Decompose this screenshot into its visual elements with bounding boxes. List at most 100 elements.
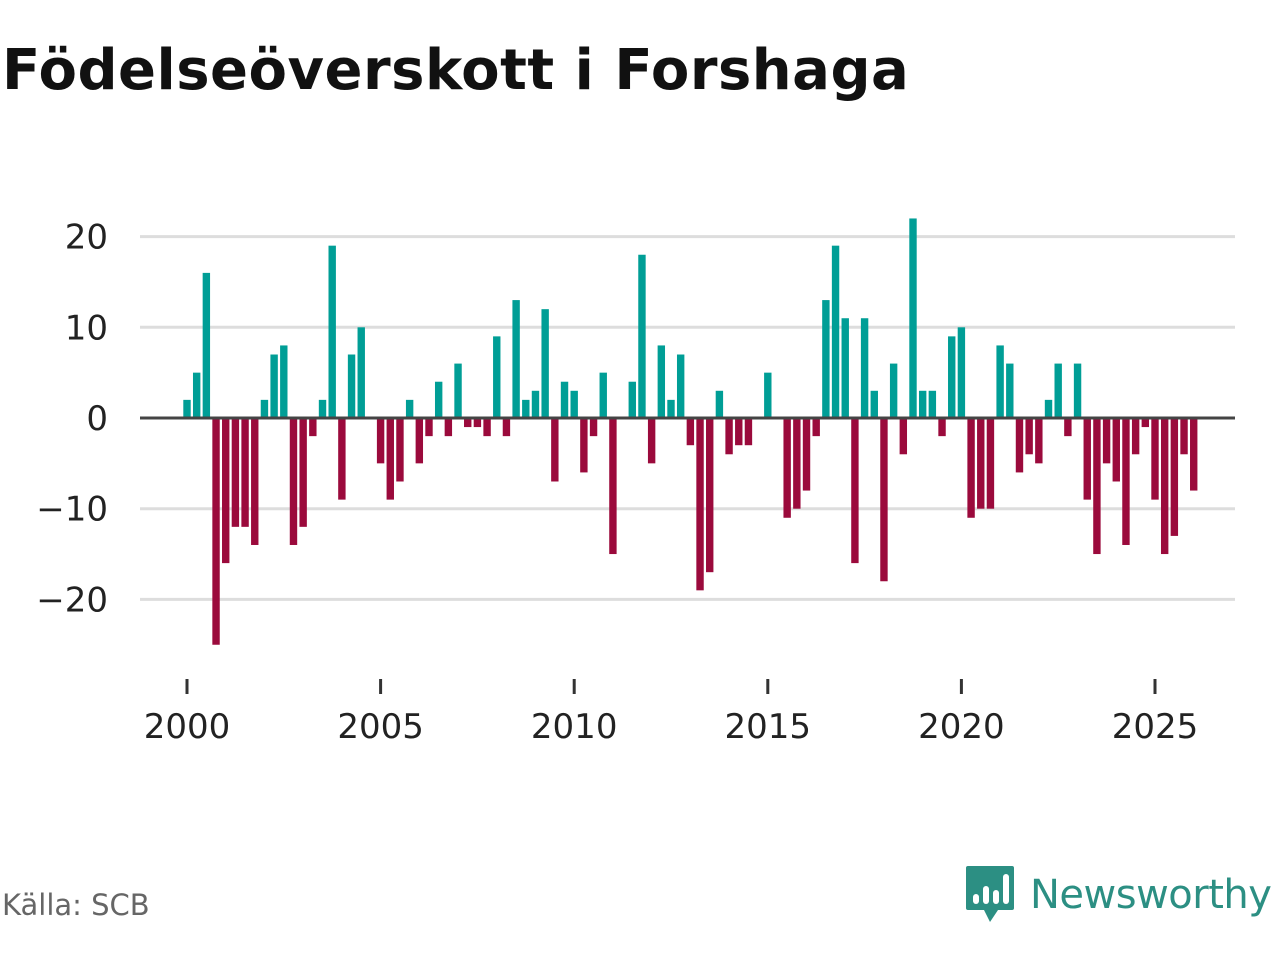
bar <box>270 354 278 418</box>
bar <box>396 418 404 482</box>
bar <box>783 418 791 518</box>
x-tick-label: 2000 <box>144 707 231 747</box>
bar <box>599 372 607 418</box>
bar <box>628 381 636 418</box>
bar <box>570 390 578 418</box>
bar <box>706 418 714 573</box>
bar <box>764 372 772 418</box>
x-tick-label: 2010 <box>531 707 618 747</box>
bar <box>1131 418 1140 455</box>
bar <box>918 390 927 418</box>
bars <box>183 218 1198 645</box>
bar <box>309 418 317 437</box>
brand-logo[interactable]: Newsworthy <box>964 862 1272 928</box>
brand-name: Newsworthy <box>1030 872 1272 918</box>
bar <box>434 381 443 418</box>
bar <box>415 418 424 464</box>
bar <box>686 418 695 446</box>
bar <box>657 345 666 418</box>
bar <box>967 418 975 518</box>
bar <box>1035 418 1043 464</box>
bar <box>841 318 849 418</box>
bar <box>1093 418 1101 555</box>
bar <box>909 218 917 418</box>
bar <box>541 309 549 418</box>
bar <box>880 418 888 582</box>
x-tick-label: 2005 <box>337 707 424 747</box>
bar <box>996 345 1004 418</box>
x-tick-label: 2020 <box>918 707 1005 747</box>
bar <box>977 418 985 509</box>
y-tick-label: 10 <box>65 308 108 348</box>
bar <box>318 399 327 418</box>
bar <box>1015 418 1024 473</box>
bar <box>948 336 956 418</box>
bar <box>454 363 462 418</box>
bar <box>522 399 530 418</box>
bar <box>831 245 840 418</box>
bar <box>531 390 540 418</box>
bar <box>212 418 220 645</box>
bar <box>860 318 869 418</box>
bar <box>1064 418 1072 437</box>
bar <box>1112 418 1120 482</box>
bar <box>1006 363 1014 418</box>
bar <box>192 372 201 418</box>
gridlines <box>140 235 1235 601</box>
bar <box>1160 418 1169 555</box>
bar <box>183 399 191 418</box>
bar <box>405 399 414 418</box>
bar <box>376 418 385 464</box>
bar <box>338 418 346 500</box>
bar <box>1044 399 1053 418</box>
bar <box>589 418 598 437</box>
bar <box>202 272 211 418</box>
y-tick-label: 20 <box>65 218 108 258</box>
bar <box>735 418 743 446</box>
bar <box>1102 418 1111 464</box>
bar <box>822 300 830 418</box>
bar <box>386 418 394 500</box>
bar <box>725 418 733 455</box>
bar <box>1180 418 1188 455</box>
bar <box>502 418 511 437</box>
bar <box>802 418 811 491</box>
bar <box>299 418 307 527</box>
bar <box>647 418 656 464</box>
source-label: Källa: SCB <box>2 888 150 922</box>
bar <box>222 418 230 564</box>
x-tick-label: 2025 <box>1112 707 1199 747</box>
axes <box>140 416 1235 694</box>
bar <box>483 418 491 437</box>
y-tick-label: −20 <box>36 580 108 620</box>
bar <box>793 418 801 509</box>
bar <box>1141 418 1150 428</box>
bar <box>347 354 356 418</box>
bar <box>1190 418 1198 491</box>
newsworthy-chart-bubble-icon <box>966 866 1014 922</box>
bar <box>231 418 240 527</box>
bar <box>1083 418 1091 500</box>
bar <box>812 418 820 437</box>
bar <box>425 418 433 437</box>
bar <box>551 418 559 482</box>
bar <box>744 418 753 446</box>
bar <box>609 418 617 555</box>
x-tick-label: 2015 <box>725 707 812 747</box>
bar <box>1054 363 1062 418</box>
bar <box>928 390 937 418</box>
bar <box>1025 418 1033 455</box>
bar <box>1151 418 1159 500</box>
bar <box>986 418 995 509</box>
bar <box>667 399 675 418</box>
bar <box>580 418 588 473</box>
bar <box>889 363 898 418</box>
y-tick-label: −10 <box>36 490 108 530</box>
bar <box>328 245 336 418</box>
bar <box>464 418 472 428</box>
bar <box>251 418 259 545</box>
bar <box>696 418 704 591</box>
bar <box>957 327 966 418</box>
bar <box>260 399 269 418</box>
